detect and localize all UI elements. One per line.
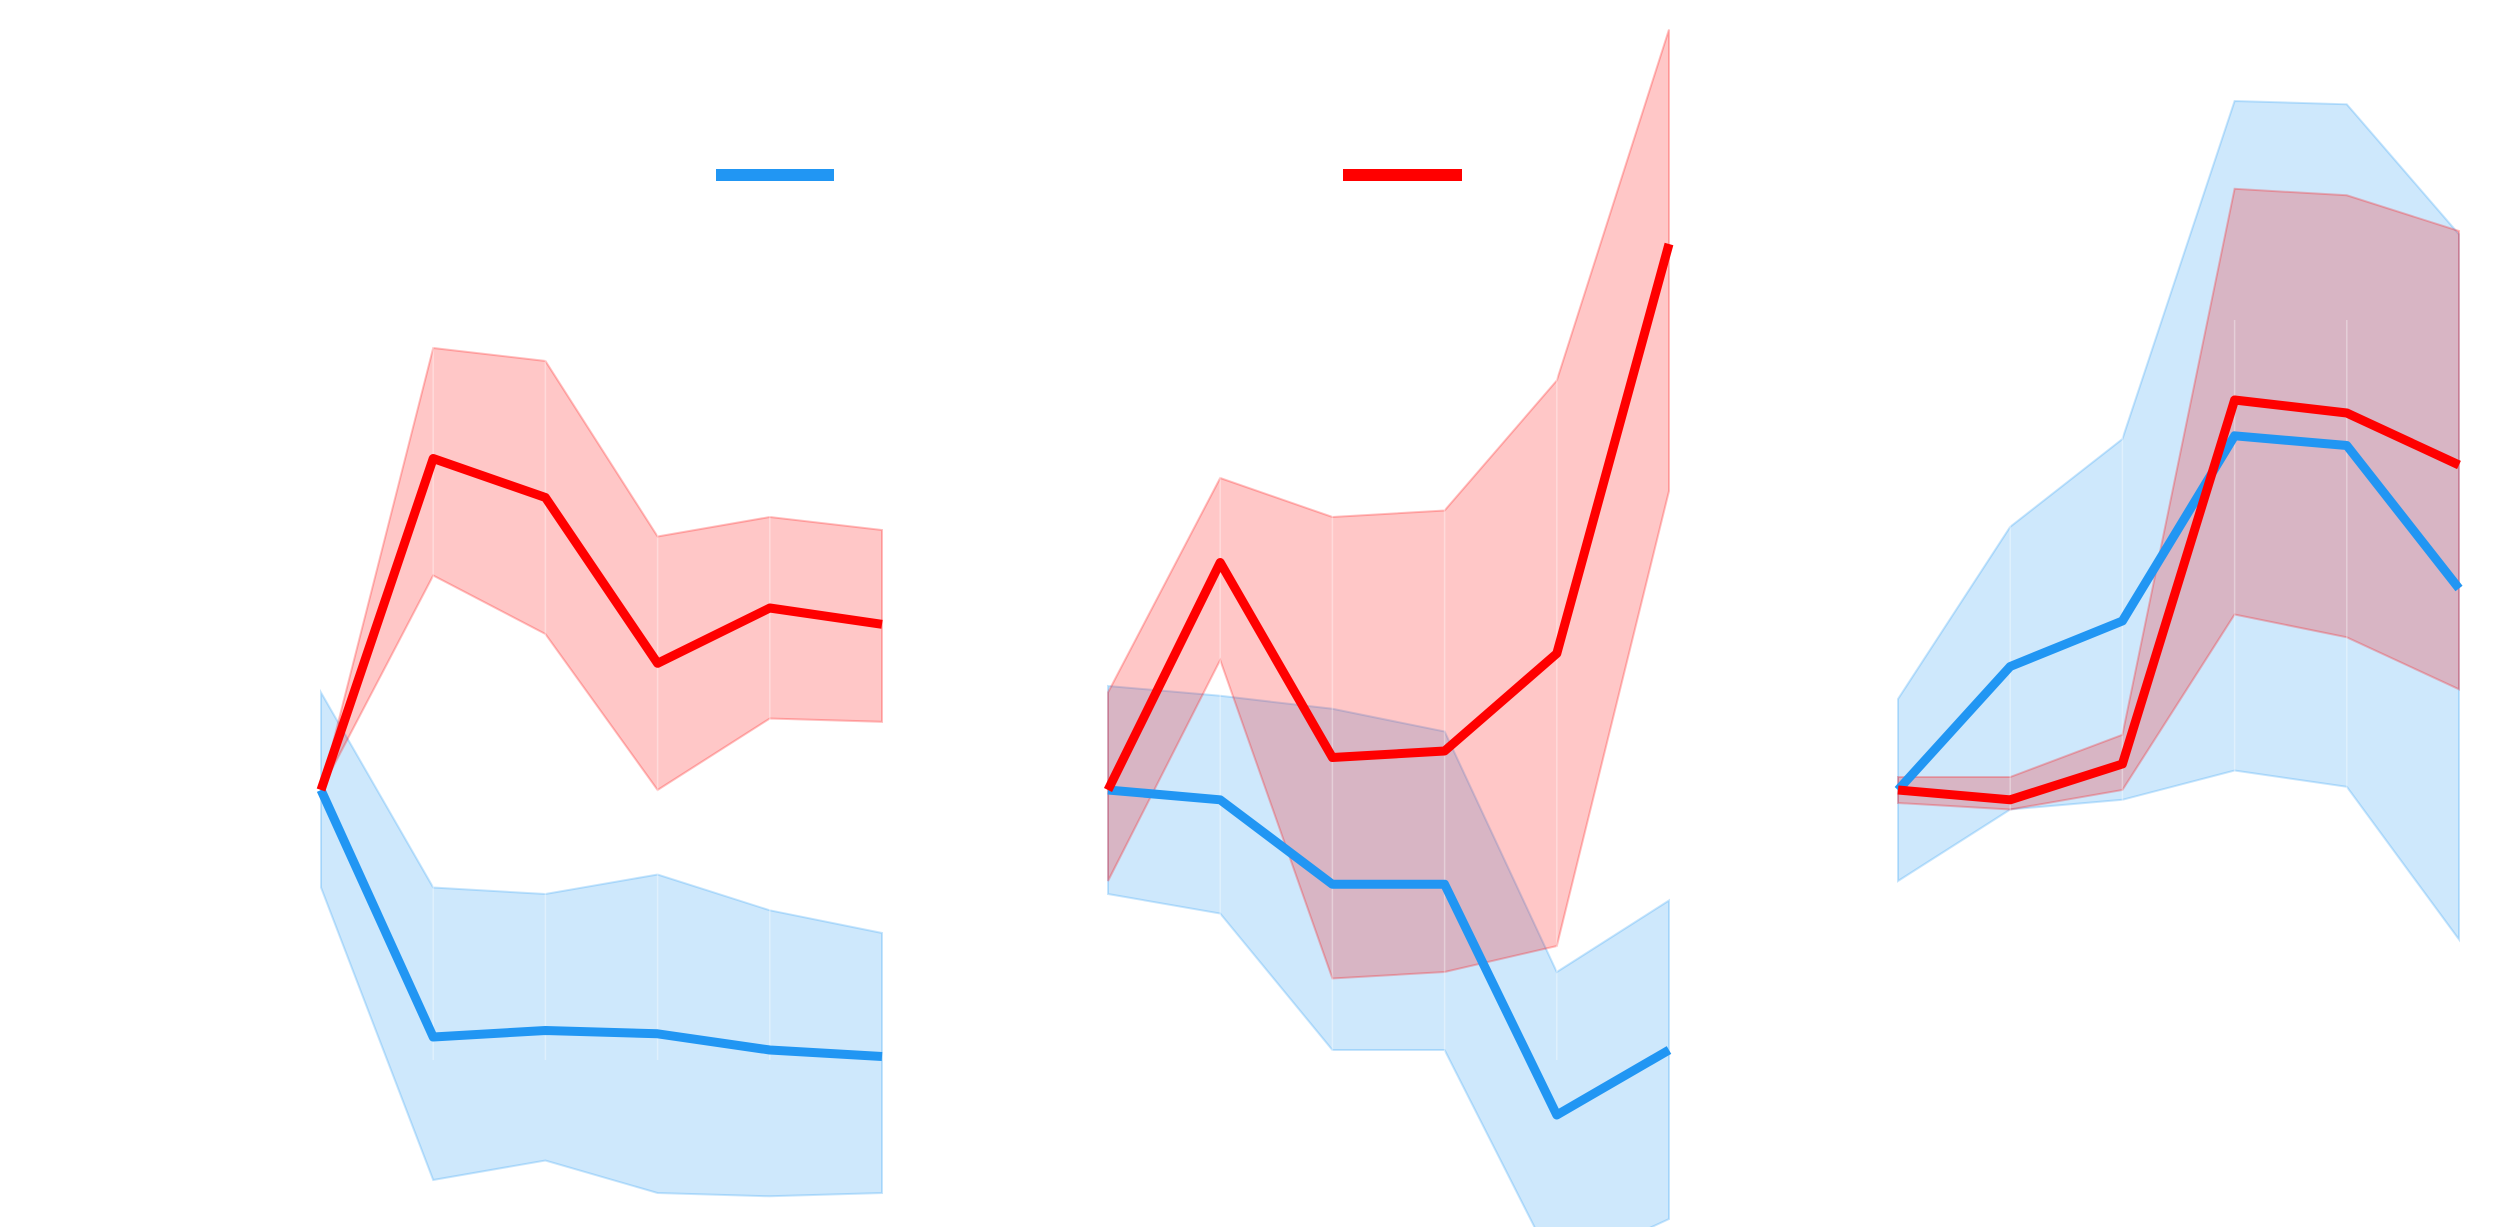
panel-3-series-2-line [1897, 395, 2461, 805]
panel-2-series-2-line [1103, 242, 1674, 792]
panel-1-series-1-band [320, 688, 883, 1198]
panel-2 [1103, 29, 1674, 1227]
panel-3-series-1-line [1894, 431, 2463, 794]
panel-3-series-2-band [1897, 187, 2460, 811]
panel-1-series-2-band [320, 346, 883, 792]
panel-1-series-2-line [316, 454, 883, 792]
panel-2-series-2-band [1107, 29, 1670, 980]
panel-2-series-1-line [1107, 785, 1672, 1120]
panel-1-series-1-line [316, 788, 883, 1061]
panel-3 [1894, 99, 2463, 1060]
panels [316, 29, 2463, 1227]
panel-1 [316, 320, 883, 1198]
